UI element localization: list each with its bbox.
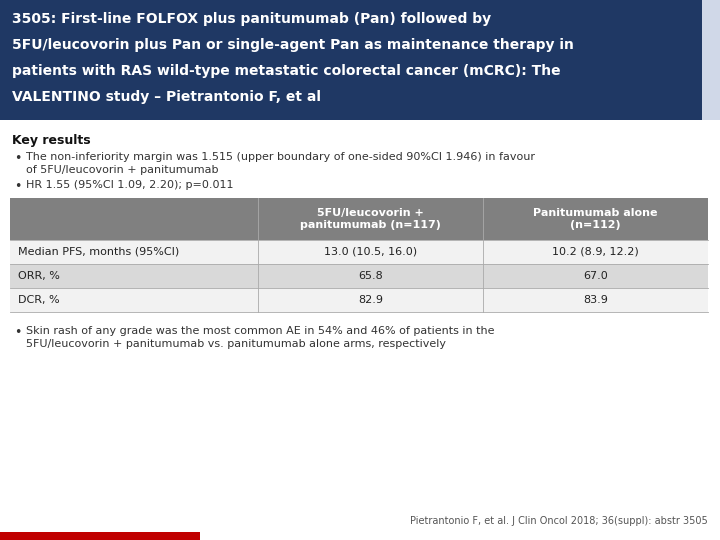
Text: •: • (14, 180, 22, 193)
Text: 10.2 (8.9, 12.2): 10.2 (8.9, 12.2) (552, 247, 639, 257)
Bar (10, 288, 708, 312)
Text: Median PFS, months (95%CI): Median PFS, months (95%CI) (18, 247, 179, 257)
Text: 82.9: 82.9 (358, 295, 383, 305)
Text: 65.8: 65.8 (358, 271, 383, 281)
Text: 13.0 (10.5, 16.0): 13.0 (10.5, 16.0) (324, 247, 417, 257)
Text: ORR, %: ORR, % (18, 271, 60, 281)
Bar (0, 532, 200, 540)
Text: •: • (14, 326, 22, 339)
Text: Skin rash of any grade was the most common AE in 54% and 46% of patients in the: Skin rash of any grade was the most comm… (26, 326, 495, 336)
Text: HR 1.55 (95%CI 1.09, 2.20); p=0.011: HR 1.55 (95%CI 1.09, 2.20); p=0.011 (26, 180, 233, 190)
Text: 67.0: 67.0 (583, 271, 608, 281)
Bar (10, 240, 708, 264)
Bar (10, 198, 708, 240)
Text: 5FU/leucovorin + panitumumab vs. panitumumab alone arms, respectively: 5FU/leucovorin + panitumumab vs. panitum… (26, 339, 446, 349)
Text: DCR, %: DCR, % (18, 295, 60, 305)
Text: Panitumumab alone
(n=112): Panitumumab alone (n=112) (534, 208, 658, 230)
Text: The non-inferiority margin was 1.515 (upper boundary of one-sided 90%CI 1.946) i: The non-inferiority margin was 1.515 (up… (26, 152, 535, 162)
Bar (0, 0, 702, 120)
Text: Pietrantonio F, et al. J Clin Oncol 2018; 36(suppl): abstr 3505: Pietrantonio F, et al. J Clin Oncol 2018… (410, 516, 708, 526)
Bar (10, 264, 708, 288)
Text: patients with RAS wild-type metastatic colorectal cancer (mCRC): The: patients with RAS wild-type metastatic c… (12, 64, 561, 78)
Text: •: • (14, 152, 22, 165)
Bar (702, 0, 720, 120)
Text: 5FU/leucovorin plus Pan or single-agent Pan as maintenance therapy in: 5FU/leucovorin plus Pan or single-agent … (12, 38, 574, 52)
Text: 83.9: 83.9 (583, 295, 608, 305)
Text: 5FU/leucovorin +
panitumumab (n=117): 5FU/leucovorin + panitumumab (n=117) (300, 208, 441, 230)
Text: Key results: Key results (12, 134, 91, 147)
Text: 3505: First-line FOLFOX plus panitumumab (Pan) followed by: 3505: First-line FOLFOX plus panitumumab… (12, 12, 491, 26)
Text: VALENTINO study – Pietrantonio F, et al: VALENTINO study – Pietrantonio F, et al (12, 90, 321, 104)
Text: of 5FU/leucovorin + panitumumab: of 5FU/leucovorin + panitumumab (26, 165, 218, 175)
